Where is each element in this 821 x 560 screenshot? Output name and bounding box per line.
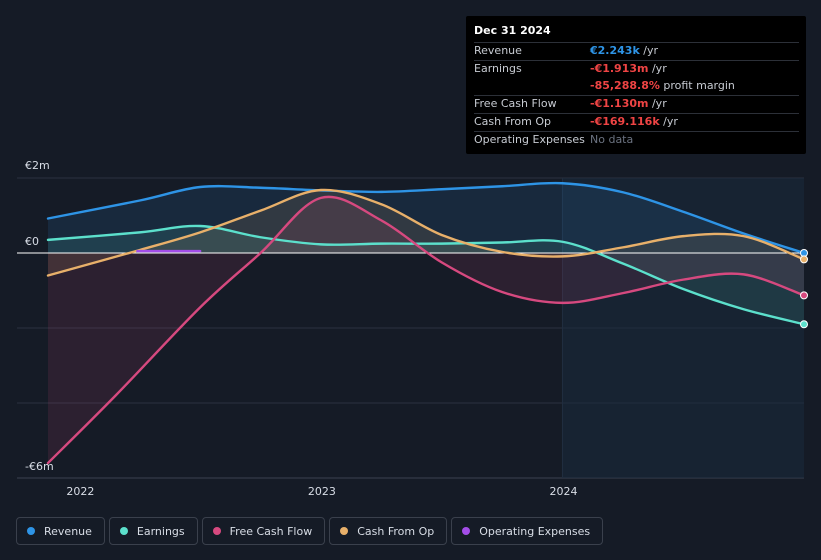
tooltip-label: Operating Expenses	[474, 133, 585, 146]
tooltip-label: Earnings	[474, 62, 522, 75]
legend-label: Revenue	[44, 524, 92, 538]
legend-item-cash-from-op[interactable]: Cash From Op	[329, 517, 448, 545]
series-line-cash-from-op	[46, 188, 806, 277]
tooltip-unit: /yr	[639, 44, 659, 57]
tooltip-label: Free Cash Flow	[474, 97, 557, 110]
legend-label: Free Cash Flow	[229, 524, 313, 538]
series-fill-earnings	[48, 225, 804, 325]
series-line-revenue	[46, 181, 806, 255]
legend-item-operating-expenses[interactable]: Operating Expenses	[451, 517, 604, 545]
series-lines	[46, 181, 806, 465]
series-fill-revenue	[48, 183, 804, 253]
tooltip-unit: /yr	[648, 97, 667, 110]
end-point-earnings	[800, 320, 808, 329]
tooltip-value: -€1.130m	[590, 97, 649, 110]
tooltip-value: -€169.116k	[590, 115, 660, 128]
legend-label: Earnings	[136, 524, 185, 538]
end-point-cash-from-op	[800, 255, 808, 264]
x-axis: 2022 2023 2024	[66, 485, 577, 498]
tooltip-label: Cash From Op	[474, 115, 552, 128]
x-tick-label: 2024	[549, 485, 577, 498]
y-tick-label: €2m	[25, 159, 50, 172]
tooltip-label	[474, 78, 590, 95]
tooltip-row-opex: Operating Expenses No data	[474, 131, 799, 149]
tooltip-value: No data	[590, 133, 634, 146]
end-point-free-cash-flow	[800, 291, 808, 300]
tooltip-value: -€1.913m	[590, 62, 649, 75]
tooltip-row-cfo: Cash From Op -€169.116k /yr	[474, 113, 799, 131]
legend-item-earnings[interactable]: Earnings	[108, 517, 198, 545]
tooltip: Dec 31 2024 Revenue €2.243k /yr Earnings…	[466, 16, 806, 154]
tooltip-row-earnings: Earnings -€1.913m /yr	[474, 60, 799, 78]
chart: €2m €0 -€6m 2022 2023 2024	[17, 159, 808, 498]
legend-item-free-cash-flow[interactable]: Free Cash Flow	[201, 517, 326, 545]
series-line-earnings	[46, 224, 806, 326]
tooltip-date: Dec 31 2024	[474, 24, 551, 37]
tooltip-unit: profit margin	[659, 79, 735, 92]
series-end-dots	[800, 249, 808, 329]
legend-dot	[212, 527, 221, 535]
legend-dot	[340, 527, 349, 535]
forecast-highlight-band	[562, 178, 804, 478]
tooltip-unit: /yr	[659, 115, 678, 128]
series-fills	[48, 183, 804, 463]
tooltip-row-fcf: Free Cash Flow -€1.130m /yr	[474, 95, 799, 113]
tooltip-label: Revenue	[474, 44, 522, 57]
y-axis: €2m €0 -€6m	[25, 159, 54, 473]
legend-dot	[27, 527, 35, 535]
tooltip-row-revenue: Revenue €2.243k /yr	[474, 42, 799, 60]
y-tick-label: €0	[25, 235, 39, 248]
tooltip-row-margin: -85,288.8% profit margin	[474, 78, 799, 95]
legend-item-revenue[interactable]: Revenue	[16, 517, 105, 545]
series-fill-free-cash-flow	[48, 196, 804, 463]
series-line-free-cash-flow	[46, 195, 806, 465]
x-tick-label: 2023	[308, 485, 336, 498]
tooltip-value: -85,288.8%	[590, 79, 660, 92]
legend-dot	[119, 527, 128, 535]
series-fill-cash-from-op	[48, 189, 804, 276]
tooltip-unit: /yr	[648, 62, 667, 75]
y-tick-label: -€6m	[25, 460, 54, 473]
x-tick-label: 2022	[66, 485, 94, 498]
legend-label: Operating Expenses	[479, 524, 591, 538]
legend: Revenue Earnings Free Cash Flow Cash Fro…	[16, 517, 604, 545]
legend-label: Cash From Op	[357, 524, 435, 538]
tooltip-value: €2.243k	[590, 44, 640, 57]
legend-dot	[462, 527, 471, 535]
